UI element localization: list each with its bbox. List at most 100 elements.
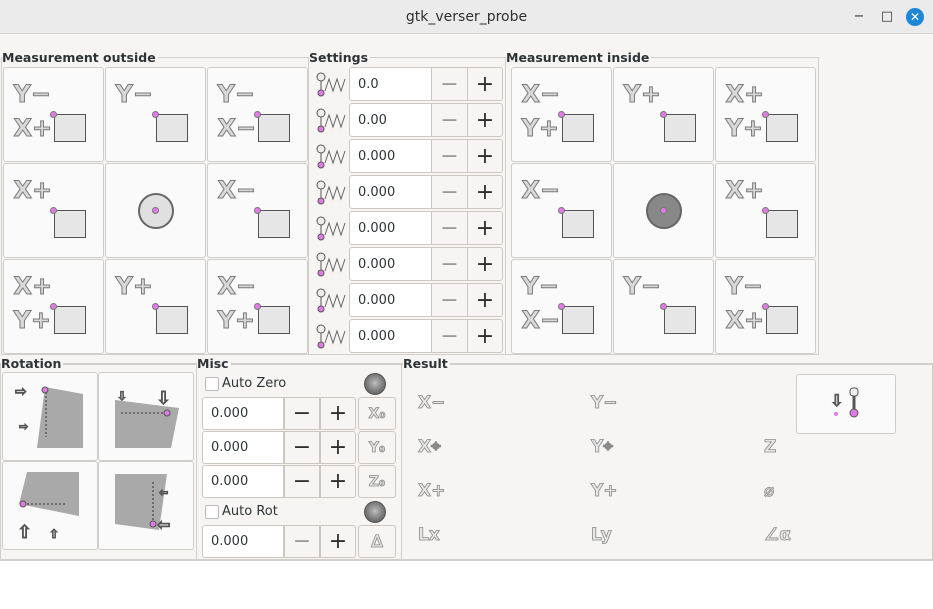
probe-point-icon [761, 206, 769, 214]
axis-label: Y− [725, 271, 763, 300]
offset-increment-button[interactable]: + [320, 431, 356, 464]
zero-axis-button[interactable]: Y₀ [358, 431, 396, 464]
workpiece-icon [257, 305, 290, 334]
settings-value-input[interactable]: 0.000 [349, 139, 432, 173]
settings-decrement-button[interactable]: − [431, 103, 468, 137]
inside-probe-button[interactable]: X+ Y+ [715, 67, 816, 162]
settings-value-input[interactable]: 0.000 [349, 283, 432, 317]
inside-probe-button[interactable]: X− [511, 163, 612, 258]
settings-value-input[interactable]: 0.0 [349, 67, 432, 101]
probe-direction-icon: X+ [725, 176, 806, 246]
auto-rot-checkbox[interactable] [205, 505, 219, 519]
axis-label: Y− [115, 79, 153, 108]
settings-increment-button[interactable]: + [467, 319, 503, 353]
probe-point-icon [761, 302, 769, 310]
maximize-button[interactable]: □ [880, 9, 894, 24]
inside-probe-button[interactable]: Y+ [613, 67, 714, 162]
rotation-right-button[interactable]: ⇦ ⇦ [98, 461, 194, 550]
outside-probe-button[interactable]: Y− X− [207, 67, 308, 162]
workpiece-icon [561, 305, 594, 334]
svg-text:⇩: ⇩ [156, 388, 171, 409]
settings-increment-button[interactable]: + [467, 247, 503, 281]
settings-decrement-button[interactable]: − [431, 67, 468, 101]
outside-probe-button[interactable]: Y+ [105, 259, 206, 354]
inside-label: Measurement inside [506, 50, 652, 65]
settings-value-input[interactable]: 0.000 [349, 211, 432, 245]
probe-direction-icon: X+ [13, 176, 94, 246]
axis-label: Y+ [623, 79, 661, 108]
settings-increment-button[interactable]: + [467, 67, 503, 101]
offset-decrement-button[interactable]: − [284, 431, 320, 464]
zero-axis-button[interactable]: X₀ [358, 397, 396, 430]
outside-probe-button[interactable]: X− [207, 163, 308, 258]
outside-probe-button[interactable]: X− Y+ [207, 259, 308, 354]
offset-increment-button[interactable]: + [320, 397, 356, 430]
probe-direction-icon: Y− [115, 79, 196, 150]
offset-decrement-button[interactable]: − [284, 465, 320, 498]
axis-label: Y+ [115, 271, 153, 300]
edge-length-icon [311, 287, 347, 315]
result-label: Y+ [591, 481, 618, 502]
settings-decrement-button[interactable]: − [431, 247, 468, 281]
settings-decrement-button[interactable]: − [431, 211, 468, 245]
outside-probe-button[interactable]: X+ [3, 163, 104, 258]
offset-value-input[interactable]: 0.000 [202, 431, 284, 464]
zero-axis-button[interactable]: Z₀ [358, 465, 396, 498]
settings-increment-button[interactable]: + [467, 139, 503, 173]
probe-direction-icon: Y− X+ [725, 271, 806, 342]
outside-probe-button[interactable]: Y− [105, 67, 206, 162]
result-label: Y⌖ [591, 437, 614, 458]
probe-down-icon: ⇩ [830, 387, 859, 418]
settings-value-input[interactable]: 0.000 [349, 319, 432, 353]
rotation-left-button[interactable]: ⇨ ⇨ [2, 372, 98, 461]
probe-point-icon [761, 110, 769, 118]
inside-probe-button[interactable] [613, 163, 714, 258]
close-button[interactable]: ✕ [906, 8, 924, 26]
outside-probe-button[interactable]: Y− X+ [3, 67, 104, 162]
auto-zero-checkbox[interactable] [205, 377, 219, 391]
outside-probe-button[interactable] [105, 163, 206, 258]
axis-label: X− [217, 113, 257, 142]
workpiece-icon [765, 209, 798, 238]
probe-down-button[interactable]: ⇩ [796, 374, 896, 434]
rotation-bottom-button[interactable]: ⇧ ⇧ [2, 461, 98, 550]
rotation-angle-decrement[interactable]: − [284, 525, 320, 558]
minimize-button[interactable]: − [853, 9, 865, 24]
probe-point-icon [659, 110, 667, 118]
result-label: Z [764, 437, 777, 458]
rotation-angle-input[interactable]: 0.000 [202, 525, 284, 558]
settings-increment-button[interactable]: + [467, 211, 503, 245]
inside-probe-button[interactable]: Y− [613, 259, 714, 354]
settings-value-input[interactable]: 0.000 [349, 247, 432, 281]
settings-decrement-button[interactable]: − [431, 319, 468, 353]
rotation-top-button[interactable]: ⇩ ⇩ [98, 372, 194, 461]
settings-decrement-button[interactable]: − [431, 139, 468, 173]
settings-value-input[interactable]: 0.00 [349, 103, 432, 137]
settings-value-input[interactable]: 0.000 [349, 175, 432, 209]
axis-label: X+ [13, 113, 53, 142]
settings-decrement-button[interactable]: − [431, 283, 468, 317]
workpiece-icon [53, 209, 86, 238]
offset-increment-button[interactable]: + [320, 465, 356, 498]
settings-decrement-button[interactable]: − [431, 175, 468, 209]
offset-decrement-button[interactable]: − [284, 397, 320, 430]
probe-direction-icon [624, 176, 704, 246]
outside-probe-button[interactable]: X+ Y+ [3, 259, 104, 354]
probe-point-icon [253, 206, 261, 214]
settings-increment-button[interactable]: + [467, 283, 503, 317]
offset-value-input[interactable]: 0.000 [202, 397, 284, 430]
axis-label: X− [217, 175, 257, 204]
probe-point-icon [557, 206, 565, 214]
workpiece-icon [53, 113, 86, 142]
workpiece-icon [155, 113, 188, 142]
xy-clearance-icon [311, 251, 347, 279]
inside-probe-button[interactable]: X+ [715, 163, 816, 258]
offset-value-input[interactable]: 0.000 [202, 465, 284, 498]
inside-probe-button[interactable]: Y− X+ [715, 259, 816, 354]
inside-probe-button[interactable]: X− Y+ [511, 67, 612, 162]
rotation-angle-increment[interactable]: + [320, 525, 356, 558]
apply-rotation-button[interactable]: ∆ [358, 525, 396, 558]
inside-probe-button[interactable]: Y− X− [511, 259, 612, 354]
settings-increment-button[interactable]: + [467, 103, 503, 137]
settings-increment-button[interactable]: + [467, 175, 503, 209]
